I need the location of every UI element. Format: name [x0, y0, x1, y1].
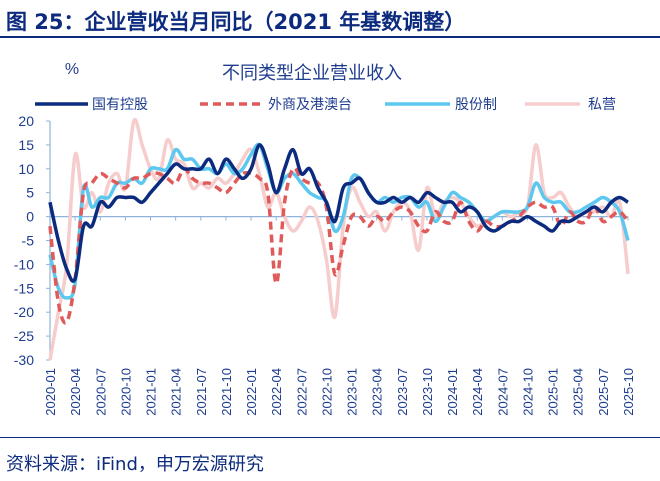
series-line-3 — [48, 117, 630, 361]
x-tick-label: 2025-04 — [571, 368, 586, 416]
x-tick-label: 2024-04 — [470, 368, 485, 416]
x-tick-label: 2023-04 — [370, 368, 385, 416]
y-tick-label: -25 — [14, 328, 34, 344]
x-tick-label: 2022-07 — [294, 368, 309, 416]
y-tick-label: 15 — [18, 137, 34, 153]
x-tick-label: 2025-07 — [596, 368, 611, 416]
y-tick-label: 10 — [18, 161, 34, 177]
x-tick-label: 2023-10 — [420, 368, 435, 416]
y-tick-label: -30 — [14, 352, 34, 368]
legend-label-3: 私营 — [588, 97, 616, 113]
x-tick-label: 2020-04 — [68, 368, 83, 416]
x-tick-label: 2020-10 — [118, 368, 133, 416]
x-tick-label: 2021-01 — [144, 368, 159, 416]
x-tick-label: 2023-07 — [395, 368, 410, 416]
x-tick-label: 2024-01 — [445, 368, 460, 416]
x-tick-label: 2025-10 — [621, 368, 636, 416]
legend-label-1: 外商及港澳台 — [268, 97, 352, 113]
x-tick-label: 2022-10 — [319, 368, 334, 416]
source-note: 资料来源：iFind，申万宏源研究 — [6, 454, 264, 475]
x-tick-label: 2024-07 — [495, 368, 510, 416]
x-tick-label: 2025-01 — [546, 368, 561, 416]
y-tick-label: -5 — [22, 233, 35, 249]
series-line-2 — [48, 142, 630, 300]
y-tick-label: 0 — [26, 209, 34, 225]
legend-label-2: 股份制 — [455, 97, 497, 113]
legend-label-0: 国有控股 — [92, 97, 148, 113]
x-tick-label: 2022-01 — [244, 368, 259, 416]
series-line-1 — [48, 166, 630, 325]
y-tick-label: 20 — [18, 113, 34, 129]
chart-title: 不同类型企业营业收入 — [222, 63, 402, 84]
series-line-0 — [48, 143, 629, 283]
x-tick-label: 2024-10 — [520, 368, 535, 416]
x-tick-label: 2021-10 — [219, 368, 234, 416]
axes: 20 15 10 5 0 -5 -10 -15 -20 -25 -30 2020-01 2020-04 2… — [14, 113, 636, 416]
y-axis-unit: % — [65, 61, 79, 78]
x-tick-label: 2021-07 — [194, 368, 209, 416]
x-tick-label: 2020-07 — [93, 368, 108, 416]
y-tick-label: -10 — [14, 256, 34, 272]
y-tick-label: 5 — [26, 185, 34, 201]
y-tick-label: -20 — [14, 304, 34, 320]
x-tick-label: 2021-04 — [169, 368, 184, 416]
y-tick-label: -15 — [14, 280, 34, 296]
x-tick-label: 2022-04 — [269, 368, 284, 416]
legend: 国有控股 外商及港澳台 股份制 私营 — [35, 97, 616, 113]
footer-divider — [0, 437, 660, 438]
series-lines — [48, 117, 630, 361]
title-divider — [0, 36, 660, 38]
x-tick-label: 2023-01 — [345, 368, 360, 416]
figure-title: 图 25：企业营收当月同比（2021 年基数调整） — [6, 10, 466, 34]
x-tick-label: 2020-01 — [43, 368, 58, 416]
